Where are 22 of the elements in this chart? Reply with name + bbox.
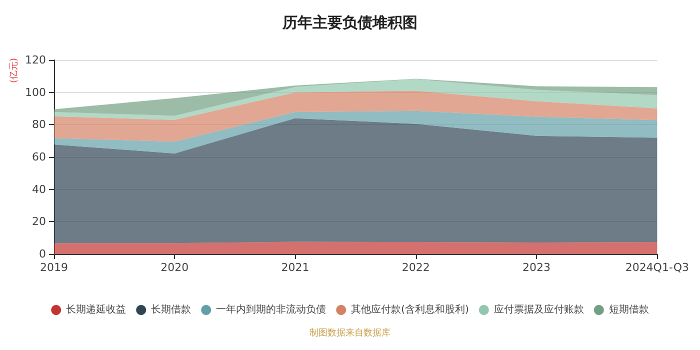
legend-label: 其他应付款(含利息和股利) <box>351 304 469 316</box>
legend-label: 长期借款 <box>151 304 192 316</box>
x-tick-label: 2019 <box>40 261 68 274</box>
legend-label: 短期借款 <box>608 304 649 316</box>
x-tick-label: 2023 <box>522 261 551 274</box>
x-tick-label: 2022 <box>402 261 430 274</box>
x-tick-label: 2024Q1-Q3 <box>625 261 690 274</box>
legend-label: 应付票据及应付账款 <box>494 304 584 316</box>
chart-title: 历年主要负债堆积图 <box>282 14 418 32</box>
y-tick-label: 40 <box>32 182 46 196</box>
text: 制图数据来自数据库 <box>310 328 390 338</box>
y-axis-title: (亿元) <box>8 58 20 84</box>
y-tick-label: 120 <box>25 54 46 66</box>
legend-label: 一年内到期的非流动负债 <box>216 304 326 316</box>
legend-label: 长期递延收益 <box>66 304 126 316</box>
x-tick-label: 2020 <box>160 261 189 274</box>
y-tick-label: 0 <box>39 248 46 260</box>
y-tick-label: 20 <box>32 215 46 228</box>
y-tick-label: 80 <box>32 118 46 132</box>
x-tick-label: 2021 <box>281 261 310 274</box>
y-tick-label: 100 <box>25 86 46 99</box>
y-tick-label: 60 <box>32 150 46 164</box>
